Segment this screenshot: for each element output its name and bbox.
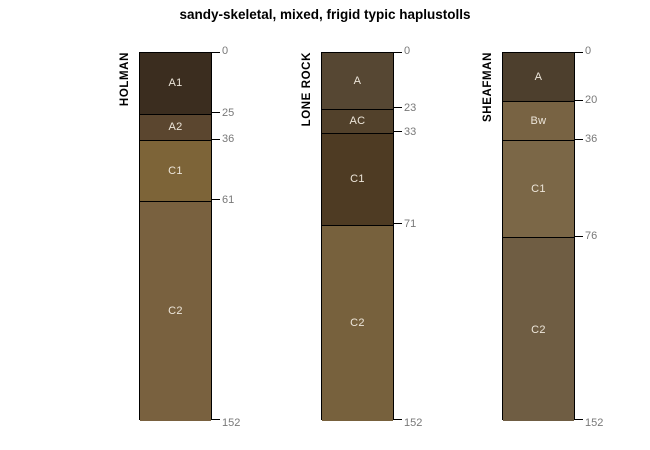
- soil-horizon-c2: C2: [503, 237, 574, 421]
- horizon-label: A: [353, 74, 362, 87]
- depth-label: 36: [222, 133, 235, 146]
- profile-name-lone-rock: LONE ROCK: [301, 52, 313, 127]
- horizon-label: C1: [168, 164, 183, 177]
- depth-tick: [393, 131, 402, 133]
- depth-tick: [393, 419, 402, 420]
- depth-label: 20: [585, 94, 598, 107]
- depth-label: 76: [585, 230, 598, 242]
- soil-horizon-c2: C2: [140, 200, 211, 421]
- depth-label: 152: [585, 417, 604, 429]
- soil-horizon-a1: A1: [140, 53, 211, 114]
- soil-horizon-bw: Bw: [503, 101, 574, 141]
- soil-horizon-c2: C2: [322, 224, 393, 421]
- depth-label: 0: [404, 45, 411, 57]
- depth-tick: [574, 138, 583, 140]
- profile-name-sheafman: SHEAFMAN: [482, 52, 494, 122]
- soil-horizon-c1: C1: [503, 140, 574, 237]
- depth-label: 61: [222, 193, 235, 206]
- depth-label: 152: [222, 417, 241, 429]
- depth-tick: [393, 107, 402, 109]
- horizon-label: AC: [349, 115, 366, 128]
- horizon-label: Bw: [530, 115, 547, 128]
- horizon-label: A1: [168, 77, 183, 90]
- depth-label: 0: [222, 45, 229, 57]
- profile-name-holman: HOLMAN: [119, 52, 131, 107]
- horizon-label: C1: [350, 173, 365, 186]
- soil-horizon-a: A: [322, 53, 393, 109]
- depth-tick: [393, 52, 402, 53]
- depth-label: 71: [404, 217, 417, 230]
- depth-label: 25: [222, 106, 235, 119]
- depth-tick: [211, 112, 220, 114]
- horizon-label: C1: [531, 183, 546, 196]
- depth-label: 152: [404, 417, 423, 429]
- soil-horizon-c1: C1: [322, 132, 393, 225]
- depth-tick: [574, 419, 583, 420]
- horizon-label: C2: [168, 305, 183, 318]
- profile-column-sheafman: A Bw C1 C2: [502, 52, 575, 421]
- depth-tick: [574, 99, 583, 101]
- horizon-label: A: [534, 71, 543, 84]
- horizon-label: A2: [168, 121, 183, 134]
- depth-label: 33: [404, 125, 417, 138]
- depth-label: 36: [585, 133, 598, 146]
- profile-column-holman: A1 A2 C1 C2: [139, 52, 212, 421]
- depth-tick: [211, 52, 220, 53]
- soil-horizon-ac: AC: [322, 108, 393, 133]
- horizon-label: C2: [350, 317, 365, 330]
- depth-tick: [574, 52, 583, 53]
- depth-tick: [393, 223, 402, 225]
- depth-label: 23: [404, 101, 417, 114]
- depth-tick: [211, 419, 220, 420]
- profile-column-lone-rock: A AC C1 C2: [321, 52, 394, 421]
- soil-horizon-a: A: [503, 53, 574, 102]
- soil-horizon-a2: A2: [140, 113, 211, 141]
- horizon-label: C2: [531, 323, 546, 336]
- depth-label: 0: [585, 45, 592, 57]
- depth-tick: [211, 199, 220, 201]
- depth-tick: [574, 235, 583, 237]
- depth-tick: [211, 138, 220, 140]
- chart-title: sandy-skeletal, mixed, frigid typic hapl…: [179, 7, 471, 22]
- soil-horizon-c1: C1: [140, 140, 211, 201]
